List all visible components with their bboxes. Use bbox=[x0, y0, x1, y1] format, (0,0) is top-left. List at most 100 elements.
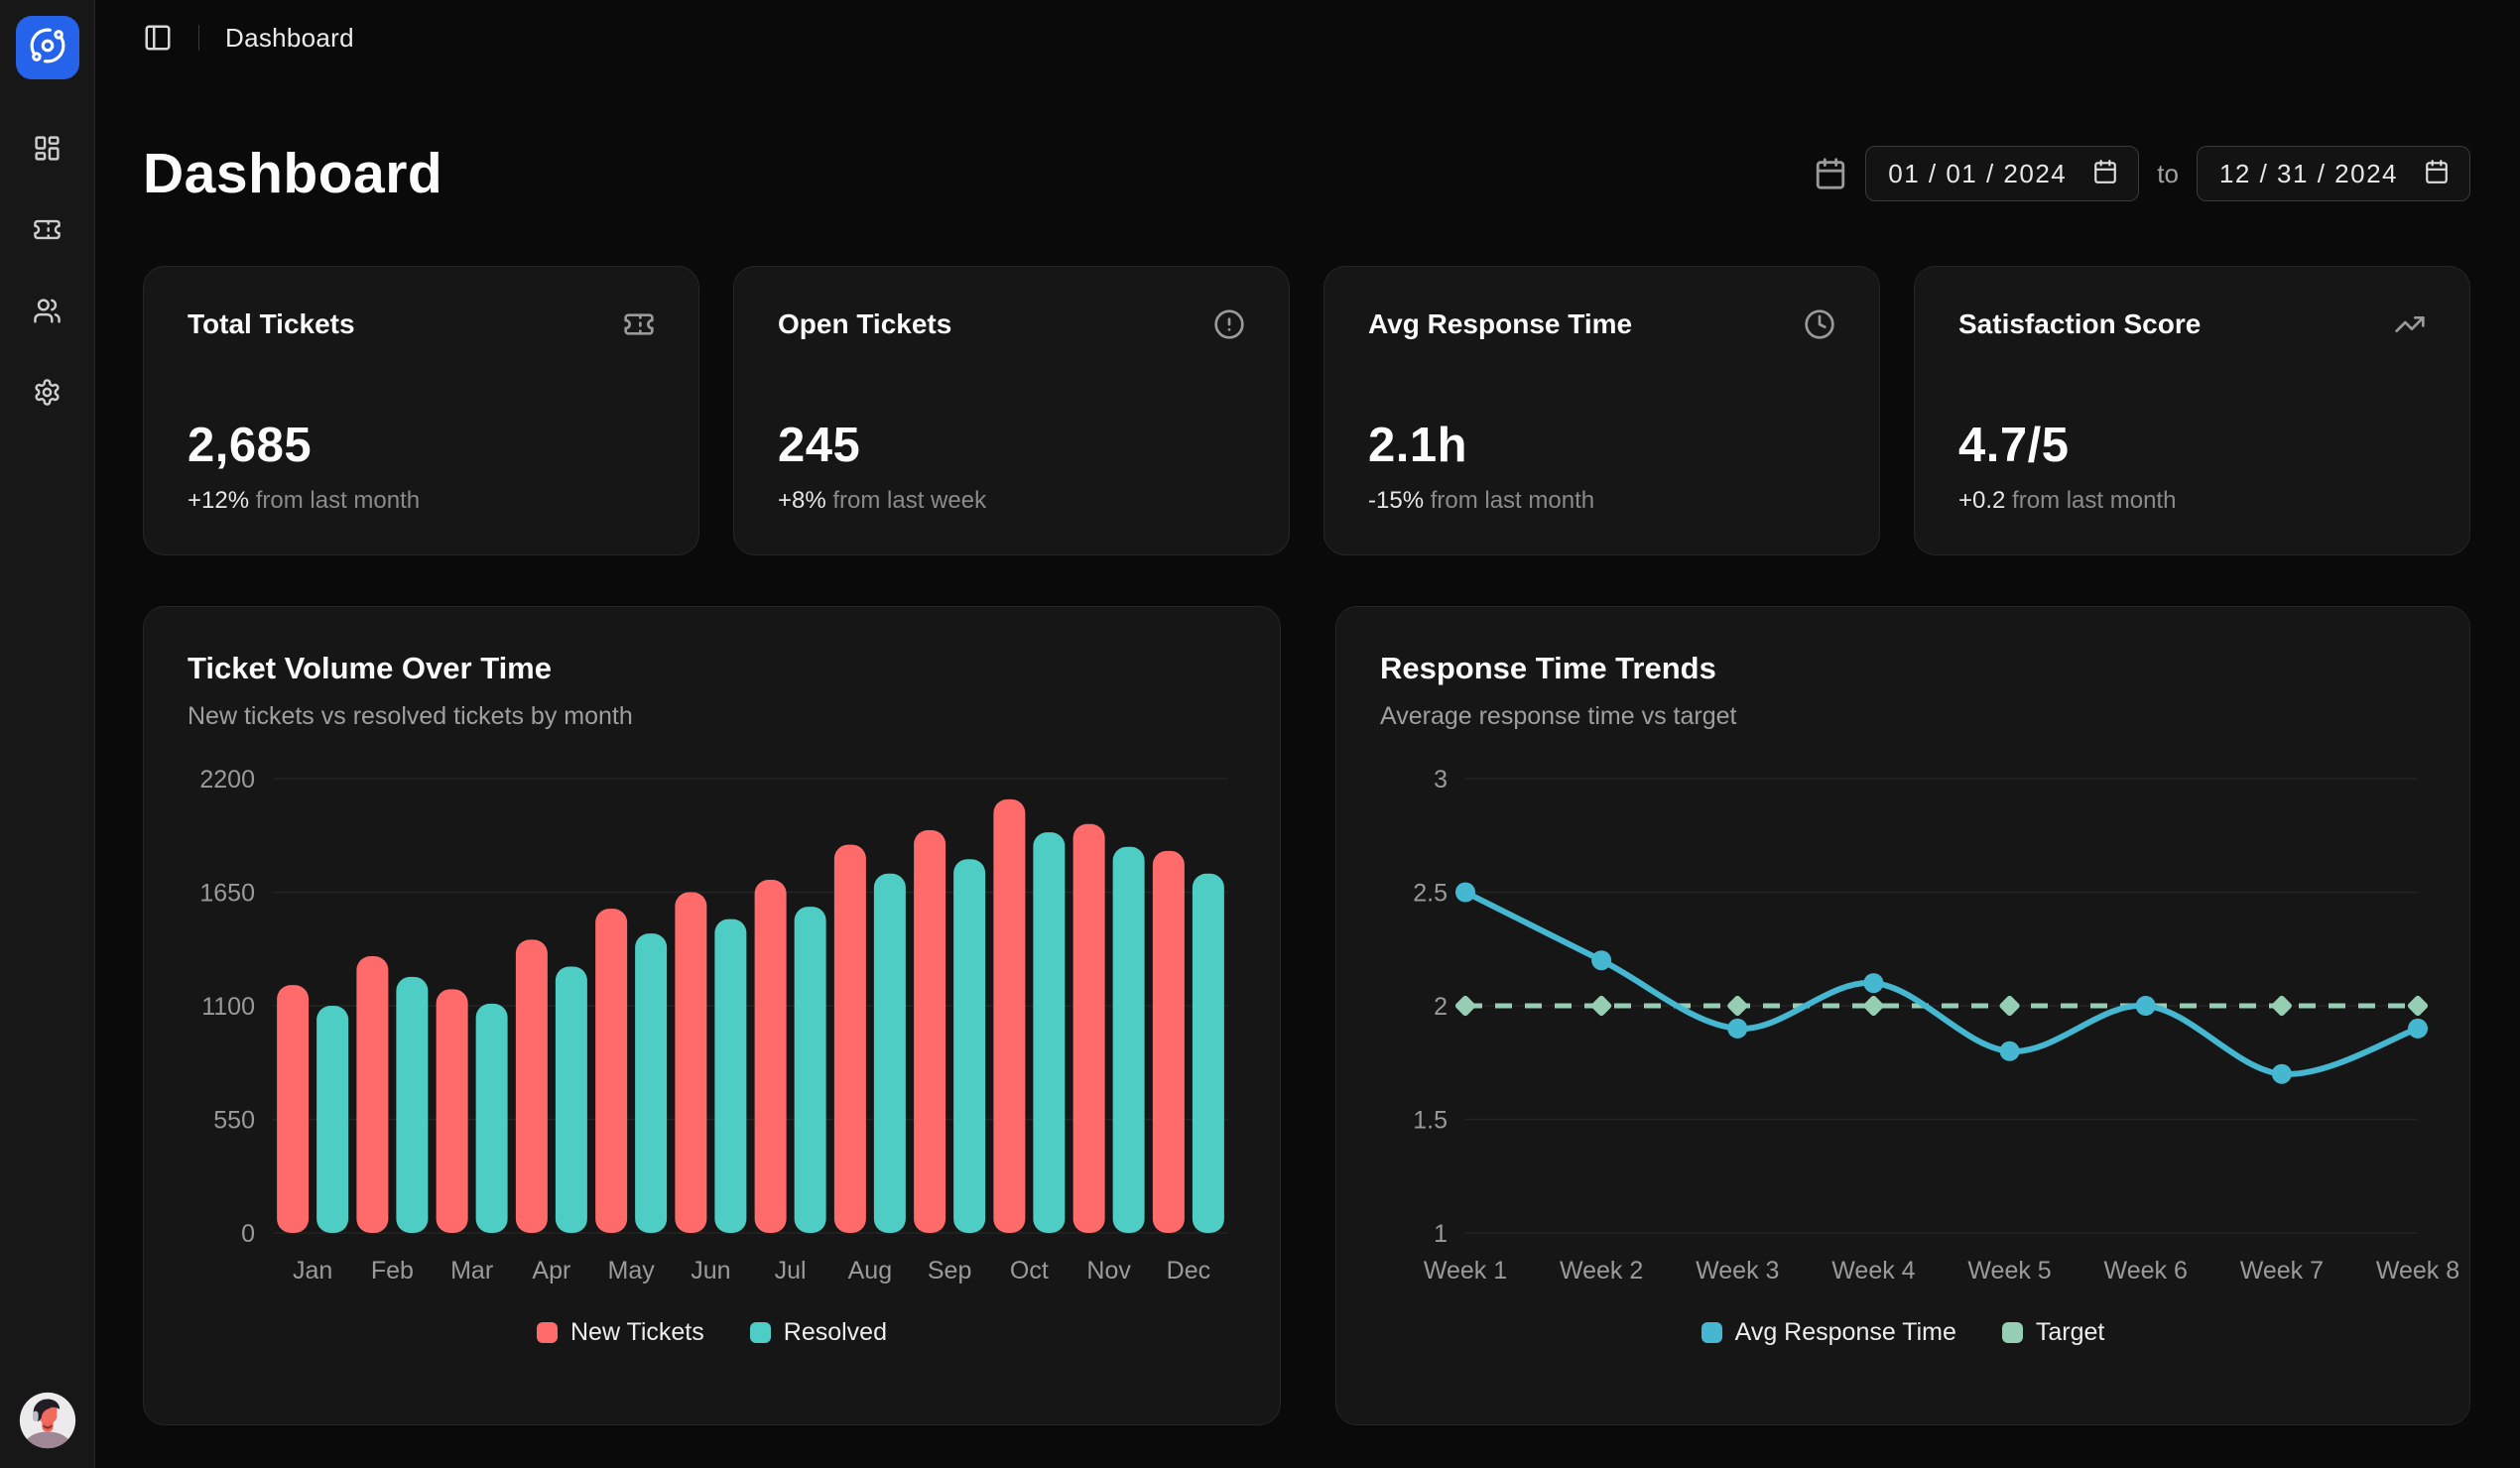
svg-text:May: May bbox=[608, 1257, 656, 1284]
legend-swatch bbox=[537, 1322, 558, 1343]
start-date-value: 01 / 01 / 2024 bbox=[1888, 158, 2068, 188]
trending-up-icon bbox=[2394, 308, 2426, 340]
chart-subtitle: Average response time vs target bbox=[1380, 702, 1737, 730]
svg-text:Feb: Feb bbox=[371, 1257, 414, 1284]
svg-text:Jan: Jan bbox=[293, 1257, 332, 1284]
svg-text:Week 1: Week 1 bbox=[1424, 1257, 1507, 1284]
svg-text:Dec: Dec bbox=[1167, 1257, 1210, 1284]
breadcrumb: Dashboard bbox=[225, 22, 354, 53]
ticket-icon bbox=[33, 215, 62, 249]
svg-text:Week 5: Week 5 bbox=[1967, 1257, 2051, 1284]
stat-subtext: +12% from last month bbox=[188, 487, 421, 514]
legend-item: Avg Response Time bbox=[1701, 1318, 1956, 1347]
end-date-input[interactable]: 12 / 31 / 2024 bbox=[2196, 146, 2470, 201]
bar-chart-legend: New Tickets Resolved bbox=[188, 1318, 1236, 1347]
line-chart-plot: 1 1.5 2 2.5 3 Week 1 Week 2 Week 3 Week 4 Week 5 W… bbox=[1380, 765, 2459, 1300]
legend-swatch bbox=[749, 1322, 771, 1343]
stat-title: Total Tickets bbox=[188, 308, 355, 339]
line-chart-legend: Avg Response Time Target bbox=[1380, 1318, 2426, 1347]
svg-text:2.5: 2.5 bbox=[1413, 880, 1448, 908]
svg-text:1.5: 1.5 bbox=[1413, 1107, 1448, 1135]
user-avatar[interactable] bbox=[18, 1391, 77, 1450]
title-row: Dashboard 01 / 01 / 2024 to 12 / 31 / 20… bbox=[143, 141, 2470, 206]
stat-value: 245 bbox=[778, 419, 861, 472]
svg-text:1: 1 bbox=[1434, 1220, 1448, 1248]
stat-subtext: +0.2 from last month bbox=[1958, 487, 2177, 514]
sidebar-toggle-icon[interactable] bbox=[143, 23, 173, 53]
svg-text:0: 0 bbox=[241, 1220, 255, 1248]
svg-text:Week 4: Week 4 bbox=[1831, 1257, 1915, 1284]
sidebar-item-users[interactable] bbox=[28, 294, 67, 333]
calendar-icon bbox=[1814, 157, 1847, 190]
stat-card-total-tickets: Total Tickets 2,685 +12% from last month bbox=[143, 266, 699, 555]
svg-text:1650: 1650 bbox=[199, 880, 255, 908]
topbar-divider bbox=[198, 25, 199, 51]
date-picker-icon[interactable] bbox=[2092, 159, 2118, 189]
svg-text:Week 6: Week 6 bbox=[2104, 1257, 2188, 1284]
alert-circle-icon bbox=[1213, 308, 1245, 340]
svg-text:2200: 2200 bbox=[199, 766, 255, 794]
stat-title: Avg Response Time bbox=[1368, 308, 1633, 339]
topbar: Dashboard bbox=[143, 0, 2470, 75]
ticket-volume-chart-card: Ticket Volume Over Time New tickets vs r… bbox=[143, 606, 1281, 1425]
stat-card-avg-response-time: Avg Response Time 2.1h -15% from last mo… bbox=[1323, 266, 1880, 555]
svg-text:Week 7: Week 7 bbox=[2240, 1257, 2324, 1284]
orbit-icon bbox=[29, 27, 66, 69]
stat-value: 2.1h bbox=[1368, 419, 1468, 472]
sidebar-item-settings[interactable] bbox=[28, 375, 67, 415]
bar-chart: 0 550 1100 1650 2200 Jan Feb Mar Apr May Jun Jul Aug… bbox=[199, 766, 1228, 1284]
stat-value: 2,685 bbox=[188, 419, 313, 472]
svg-text:Apr: Apr bbox=[532, 1257, 570, 1284]
stat-card-open-tickets: Open Tickets 245 +8% from last week bbox=[733, 266, 1290, 555]
legend-label: New Tickets bbox=[570, 1318, 704, 1346]
sidebar bbox=[0, 0, 95, 1468]
main-content: Dashboard Dashboard 01 / 01 / 2024 to 12… bbox=[95, 0, 2520, 1468]
svg-text:Mar: Mar bbox=[450, 1257, 493, 1284]
svg-text:2: 2 bbox=[1434, 993, 1448, 1021]
clock-icon bbox=[1804, 308, 1835, 340]
stat-subtext: +8% from last week bbox=[778, 487, 987, 514]
legend-label: Resolved bbox=[783, 1318, 887, 1346]
stat-title: Satisfaction Score bbox=[1958, 308, 2202, 339]
legend-swatch bbox=[2001, 1322, 2023, 1343]
chart-title: Response Time Trends bbox=[1380, 651, 1716, 685]
legend-swatch bbox=[1701, 1322, 1722, 1343]
sidebar-nav bbox=[28, 131, 67, 415]
svg-text:Oct: Oct bbox=[1010, 1257, 1049, 1284]
svg-text:Week 8: Week 8 bbox=[2376, 1257, 2459, 1284]
svg-text:Week 3: Week 3 bbox=[1696, 1257, 1779, 1284]
svg-text:1100: 1100 bbox=[201, 993, 255, 1021]
date-range-picker: 01 / 01 / 2024 to 12 / 31 / 2024 bbox=[1814, 146, 2470, 201]
legend-label: Target bbox=[2035, 1318, 2105, 1346]
layout-dashboard-icon bbox=[33, 134, 62, 168]
svg-text:Week 2: Week 2 bbox=[1560, 1257, 1643, 1284]
line-chart: 1 1.5 2 2.5 3 Week 1 Week 2 Week 3 Week 4 Week 5 W… bbox=[1413, 766, 2459, 1284]
chart-subtitle: New tickets vs resolved tickets by month bbox=[188, 702, 633, 730]
date-range-separator: to bbox=[2157, 158, 2179, 188]
svg-text:Aug: Aug bbox=[848, 1257, 892, 1284]
charts-row: Ticket Volume Over Time New tickets vs r… bbox=[143, 606, 2470, 1425]
gear-icon bbox=[33, 378, 62, 412]
svg-text:Sep: Sep bbox=[928, 1257, 971, 1284]
stat-card-satisfaction-score: Satisfaction Score 4.7/5 +0.2 from last … bbox=[1914, 266, 2470, 555]
ticket-icon bbox=[623, 308, 655, 340]
stat-cards-row: Total Tickets 2,685 +12% from last month… bbox=[143, 266, 2470, 555]
legend-item: New Tickets bbox=[537, 1318, 704, 1347]
legend-item: Resolved bbox=[749, 1318, 887, 1347]
end-date-value: 12 / 31 / 2024 bbox=[2218, 158, 2398, 188]
svg-text:Jul: Jul bbox=[775, 1257, 807, 1284]
date-picker-icon[interactable] bbox=[2424, 159, 2450, 189]
stat-title: Open Tickets bbox=[778, 308, 952, 339]
app-logo[interactable] bbox=[15, 16, 79, 79]
legend-label: Avg Response Time bbox=[1734, 1318, 1956, 1346]
users-icon bbox=[33, 297, 62, 330]
sidebar-item-tickets[interactable] bbox=[28, 212, 67, 252]
sidebar-item-dashboard[interactable] bbox=[28, 131, 67, 171]
legend-item: Target bbox=[2001, 1318, 2105, 1347]
svg-text:3: 3 bbox=[1434, 766, 1448, 794]
bar-chart-plot: 0 550 1100 1650 2200 Jan Feb Mar Apr May Jun Jul Aug… bbox=[188, 765, 1236, 1300]
chart-title: Ticket Volume Over Time bbox=[188, 651, 552, 685]
page-title: Dashboard bbox=[143, 142, 443, 205]
start-date-input[interactable]: 01 / 01 / 2024 bbox=[1865, 146, 2140, 201]
response-time-chart-card: Response Time Trends Average response ti… bbox=[1335, 606, 2470, 1425]
